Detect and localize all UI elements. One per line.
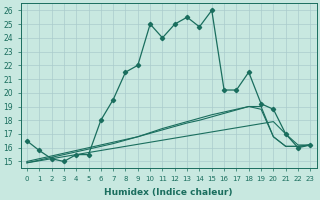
X-axis label: Humidex (Indice chaleur): Humidex (Indice chaleur) <box>104 188 233 197</box>
